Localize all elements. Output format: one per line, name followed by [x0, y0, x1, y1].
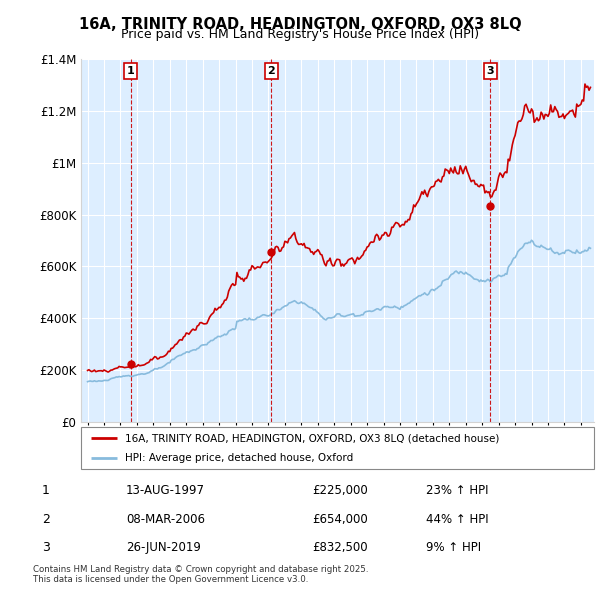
- Text: 9% ↑ HPI: 9% ↑ HPI: [426, 541, 481, 554]
- Text: 3: 3: [41, 541, 50, 554]
- Text: HPI: Average price, detached house, Oxford: HPI: Average price, detached house, Oxfo…: [125, 453, 353, 463]
- Text: £225,000: £225,000: [312, 484, 368, 497]
- Text: Price paid vs. HM Land Registry's House Price Index (HPI): Price paid vs. HM Land Registry's House …: [121, 28, 479, 41]
- Text: 16A, TRINITY ROAD, HEADINGTON, OXFORD, OX3 8LQ: 16A, TRINITY ROAD, HEADINGTON, OXFORD, O…: [79, 17, 521, 31]
- Text: 26-JUN-2019: 26-JUN-2019: [126, 541, 201, 554]
- Text: 3: 3: [487, 66, 494, 76]
- Text: 2: 2: [41, 513, 50, 526]
- Text: 13-AUG-1997: 13-AUG-1997: [126, 484, 205, 497]
- Text: 1: 1: [127, 66, 134, 76]
- Text: £654,000: £654,000: [312, 513, 368, 526]
- Text: 23% ↑ HPI: 23% ↑ HPI: [426, 484, 488, 497]
- Text: £832,500: £832,500: [312, 541, 368, 554]
- Text: 16A, TRINITY ROAD, HEADINGTON, OXFORD, OX3 8LQ (detached house): 16A, TRINITY ROAD, HEADINGTON, OXFORD, O…: [125, 433, 499, 443]
- Text: 1: 1: [41, 484, 50, 497]
- Text: 08-MAR-2006: 08-MAR-2006: [126, 513, 205, 526]
- Text: 2: 2: [268, 66, 275, 76]
- Text: 44% ↑ HPI: 44% ↑ HPI: [426, 513, 488, 526]
- Text: Contains HM Land Registry data © Crown copyright and database right 2025.
This d: Contains HM Land Registry data © Crown c…: [33, 565, 368, 584]
